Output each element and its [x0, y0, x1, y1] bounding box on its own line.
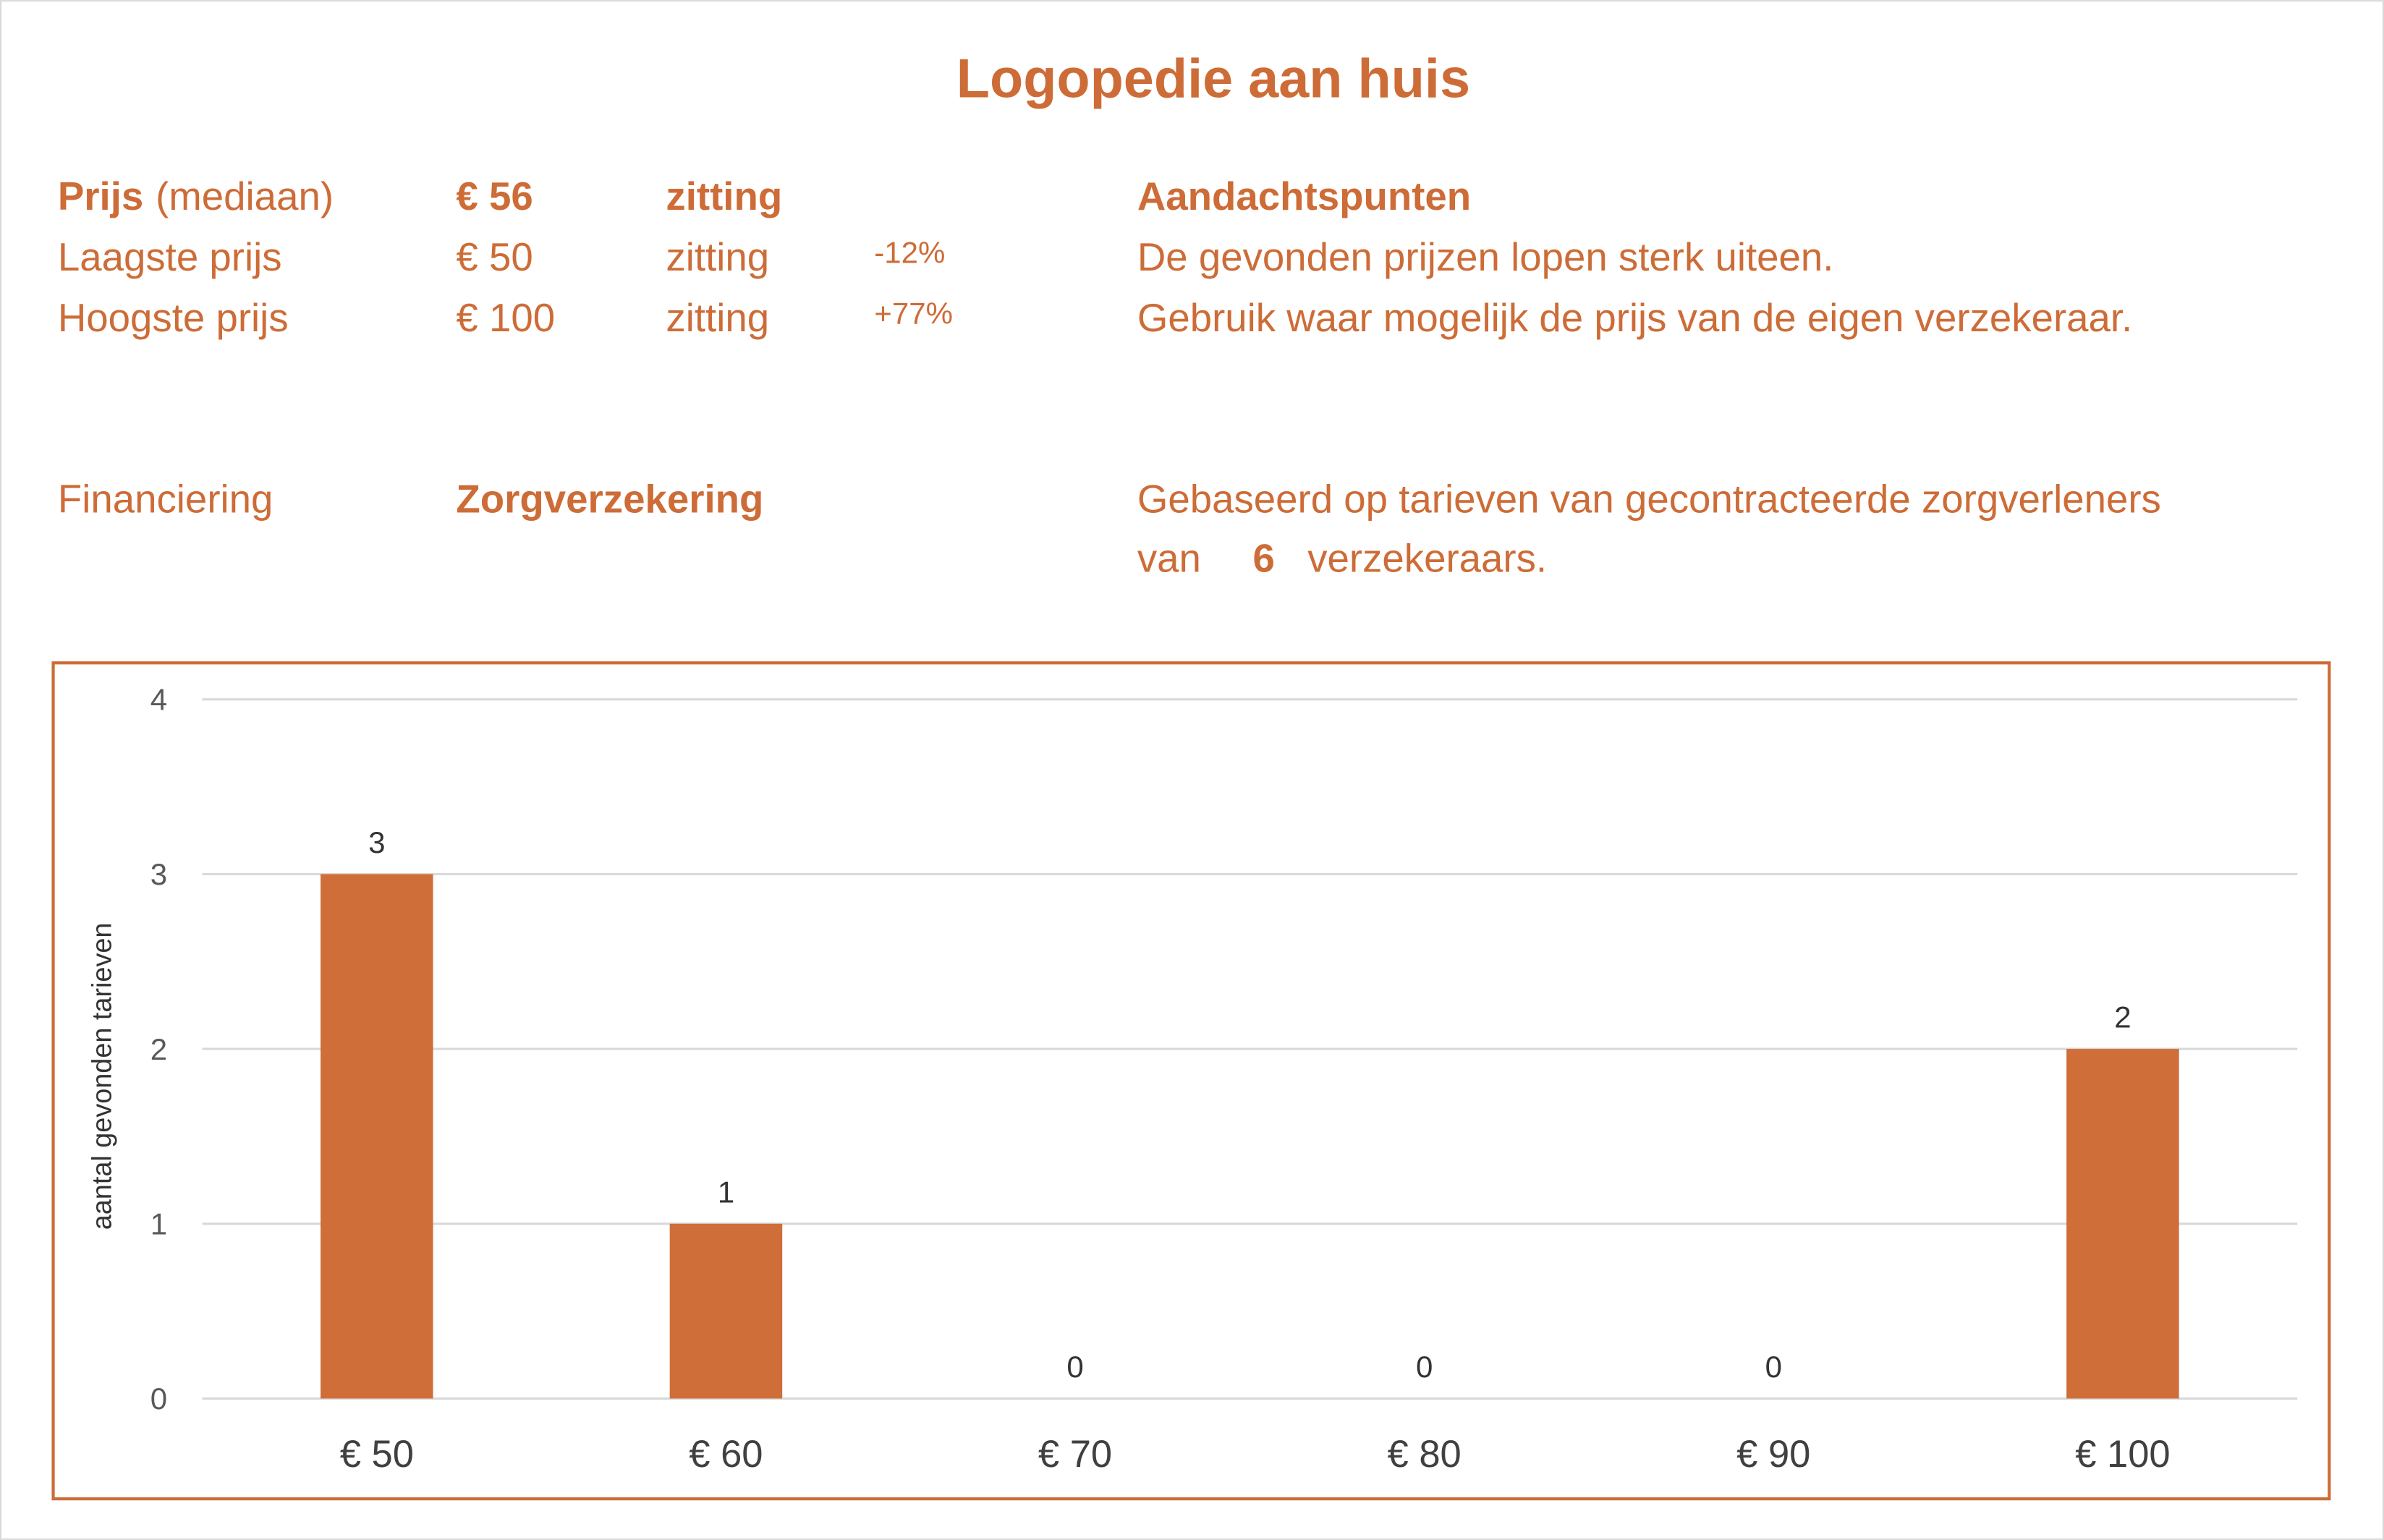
- price-label: Laagste prijs: [58, 235, 282, 279]
- y-tick-label: 3: [150, 857, 167, 891]
- data-label: 0: [1765, 1350, 1782, 1384]
- bar: [321, 874, 433, 1399]
- source-count: 6: [1253, 536, 1275, 580]
- source-text: Gebaseerd op tarieven van gecontracteerd…: [1137, 477, 2161, 521]
- title: Logopedie aan huis: [956, 49, 1470, 110]
- source-text: van: [1137, 536, 1201, 580]
- financing-label: Financiering: [58, 477, 273, 521]
- price: € 50: [456, 235, 533, 279]
- data-label: 0: [1416, 1350, 1433, 1384]
- unit: zitting: [666, 296, 769, 340]
- data-label: 3: [368, 825, 385, 859]
- y-tick-label: 1: [150, 1207, 167, 1241]
- price-qualifier: (mediaan): [156, 174, 334, 218]
- chart-frame: [51, 661, 2331, 1501]
- price-label: Hoogste prijs: [58, 296, 289, 340]
- x-tick-label: € 70: [1038, 1433, 1112, 1476]
- change: +77%: [874, 297, 953, 331]
- y-axis-label: aantal gevonden tarieven: [87, 923, 117, 1230]
- bar: [2066, 1049, 2179, 1399]
- data-label: 1: [718, 1175, 734, 1209]
- data-label: 2: [2114, 1000, 2131, 1034]
- y-tick-label: 0: [150, 1382, 167, 1416]
- x-tick-label: € 100: [2075, 1433, 2170, 1476]
- x-tick-label: € 60: [689, 1433, 763, 1476]
- price-label: Prijs (mediaan): [58, 174, 334, 218]
- x-tick-label: € 80: [1388, 1433, 1462, 1476]
- unit: zitting: [666, 174, 782, 218]
- note: De gevonden prijzen lopen sterk uiteen.: [1137, 235, 1834, 279]
- y-tick-label: 4: [150, 682, 167, 716]
- bar: [669, 1223, 783, 1399]
- source-text: verzekeraars.: [1307, 536, 1547, 580]
- x-tick-label: € 90: [1736, 1433, 1810, 1476]
- price: € 56: [456, 174, 533, 218]
- price: € 100: [456, 296, 555, 340]
- data-label: 0: [1066, 1350, 1083, 1384]
- unit: zitting: [666, 235, 769, 279]
- chart: 0 1 2 3 4 aantal gevonden tarieven € 50 3 € 60 1 €…: [87, 682, 2298, 1476]
- change: -12%: [874, 236, 945, 270]
- note: Gebruik waar mogelijk de prijs van de ei…: [1137, 296, 2132, 340]
- notes-heading: Aandachtspunten: [1137, 174, 1471, 218]
- x-tick-label: € 50: [340, 1433, 414, 1476]
- financing-value: Zorgverzekering: [456, 477, 763, 521]
- y-tick-label: 2: [150, 1032, 167, 1066]
- price-label-main: Prijs: [58, 174, 143, 218]
